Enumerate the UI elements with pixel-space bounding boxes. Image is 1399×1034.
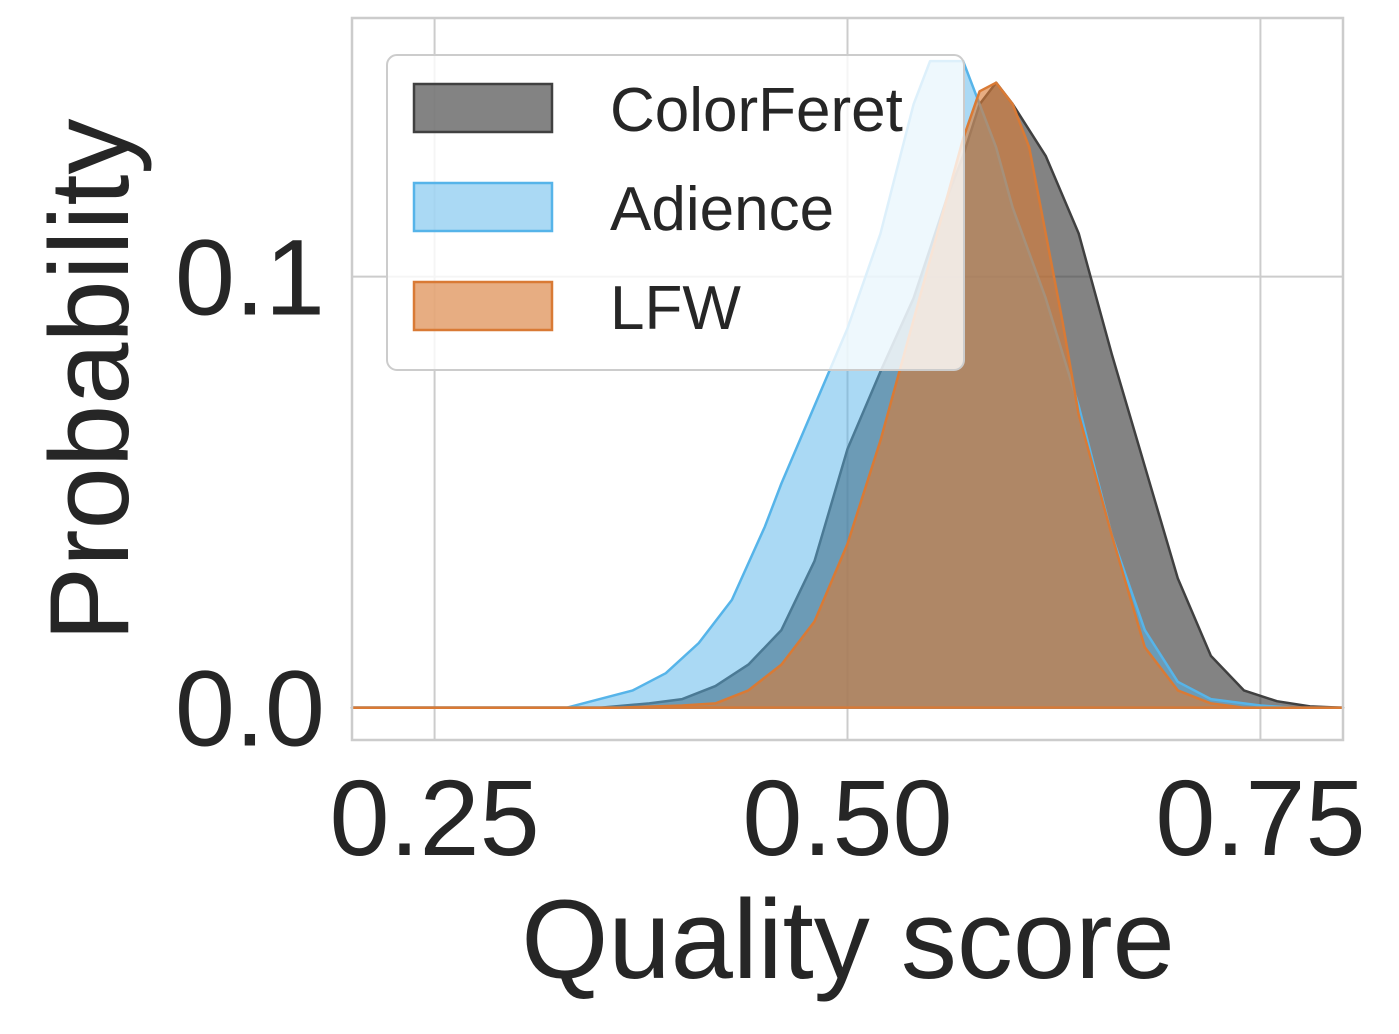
density-area-lfw xyxy=(350,81,1345,709)
legend: ColorFeret Adience LFW xyxy=(386,54,965,371)
tick-labels: 0.25 0.50 0.75 0.0 0.1 xyxy=(175,217,1366,878)
density-areas xyxy=(350,59,1345,709)
legend-swatch-colorferet xyxy=(412,82,554,134)
legend-label-colorferet: ColorFeret xyxy=(610,76,903,145)
legend-label-adience: Adience xyxy=(610,175,834,244)
axes-frame xyxy=(350,16,1345,742)
plot-frame xyxy=(350,16,1345,742)
y-tick-label: 0.1 xyxy=(175,217,325,338)
legend-swatch-adience xyxy=(412,181,554,233)
y-axis-label: Probability xyxy=(27,119,152,642)
legend-label-lfw: LFW xyxy=(610,274,741,343)
x-axis-label: Quality score xyxy=(521,877,1175,1002)
x-tick-label: 0.50 xyxy=(742,757,952,878)
x-tick-label: 0.25 xyxy=(329,757,539,878)
legend-swatch-lfw xyxy=(412,280,554,332)
y-tick-label: 0.0 xyxy=(175,648,325,769)
x-tick-label: 0.75 xyxy=(1155,757,1365,878)
